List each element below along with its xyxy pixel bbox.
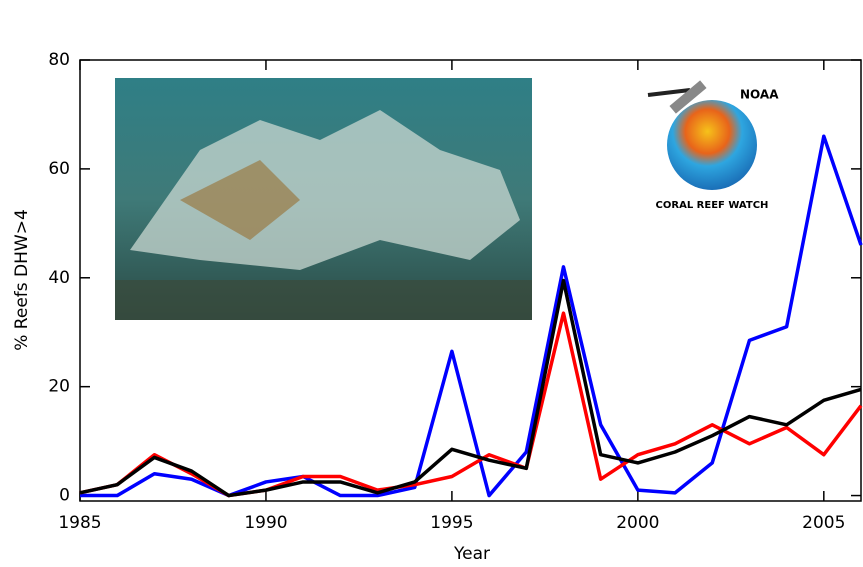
- y-tick-label: 60: [48, 159, 70, 179]
- photo-inset: [115, 78, 532, 320]
- series-line: [80, 313, 861, 495]
- logo-top: NOAA: [740, 88, 779, 102]
- noaa-logo: NOAA CORAL REEF WATCH: [648, 80, 779, 211]
- x-axis-label: Year: [453, 544, 490, 564]
- x-tick-label: 1990: [244, 513, 287, 533]
- y-tick-label: 40: [48, 268, 70, 288]
- x-tick-label: 2000: [616, 513, 659, 533]
- y-tick-label: 0: [59, 486, 70, 506]
- logo-bottom: CORAL REEF WATCH: [656, 200, 769, 211]
- x-tick-label: 1985: [58, 513, 101, 533]
- y-axis-label: % Reefs DHW>4: [12, 209, 32, 351]
- chart: NOAA CORAL REEF WATCH Year % Reefs DHW>4…: [0, 0, 863, 567]
- x-tick-label: 2005: [802, 513, 845, 533]
- y-tick-label: 20: [48, 377, 70, 397]
- y-tick-label: 80: [48, 50, 70, 70]
- x-tick-label: 1995: [430, 513, 473, 533]
